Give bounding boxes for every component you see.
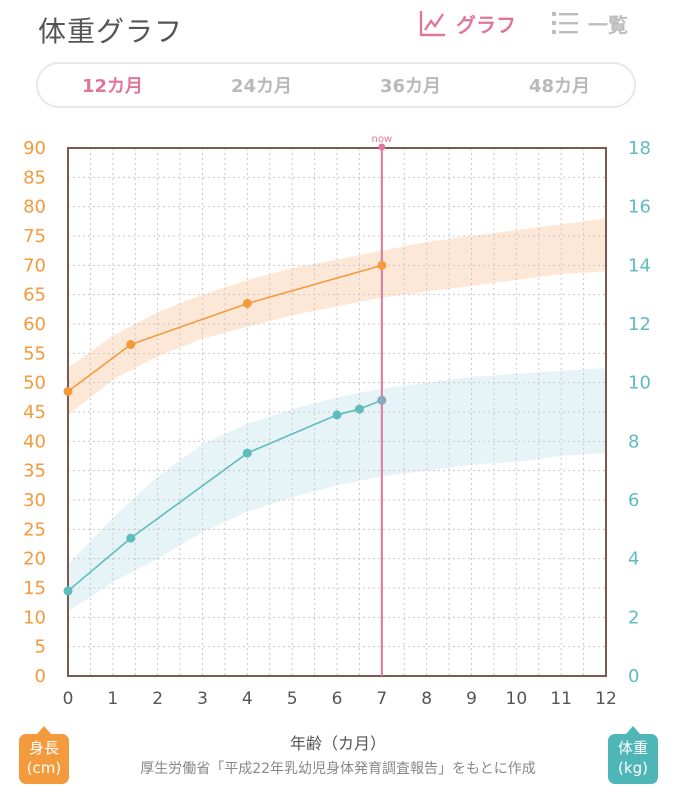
y-left-tick-label: 20 <box>23 549 46 570</box>
period-tab-36[interactable]: 36カ月 <box>379 76 442 97</box>
x-axis-label: 年齢（カ月） <box>289 734 386 753</box>
height-badge-title: 身長 <box>28 739 59 757</box>
data-point-left <box>242 298 252 308</box>
data-point-right <box>377 395 387 405</box>
plot-frame <box>67 147 607 677</box>
period-tab-24[interactable]: 24カ月 <box>230 76 293 97</box>
data-point-right <box>332 410 342 420</box>
graph-view-tab[interactable]: グラフ <box>418 6 516 40</box>
chart-line-icon <box>419 11 445 37</box>
x-tick-label: 11 <box>550 689 572 709</box>
list-view-label: 一覧 <box>588 12 628 37</box>
data-point-left <box>63 386 73 396</box>
y-left-tick-label: 25 <box>23 519 46 540</box>
x-tick-label: 9 <box>466 689 477 709</box>
list-icon <box>552 12 578 34</box>
now-label: now <box>372 134 393 145</box>
data-point-right <box>126 533 136 543</box>
data-point-right <box>354 404 364 414</box>
y-right-tick-label: 18 <box>628 138 651 159</box>
y-right-tick-label: 8 <box>628 431 639 452</box>
y-left-tick-label: 5 <box>35 637 46 658</box>
height-badge-unit: (cm) <box>26 759 62 777</box>
y-right-tick-label: 2 <box>628 607 639 628</box>
weight-axis-badge: 体重 (kg) <box>608 726 658 784</box>
x-tick-label: 2 <box>152 689 163 709</box>
y-left-tick-label: 15 <box>23 578 46 599</box>
y-right-tick-label: 16 <box>628 197 651 218</box>
y-left-tick-label: 85 <box>23 167 46 188</box>
y-left-tick-label: 55 <box>23 343 46 364</box>
x-tick-label: 7 <box>376 689 387 709</box>
y-left-tick-label: 10 <box>23 607 46 628</box>
y-right-tick-label: 4 <box>628 549 639 570</box>
x-tick-label: 12 <box>595 689 617 709</box>
series-line-left <box>67 264 383 393</box>
y-right-tick-label: 10 <box>628 373 651 394</box>
data-point-right <box>242 448 252 458</box>
weight-badge-title: 体重 <box>617 739 648 757</box>
x-tick-label: 6 <box>332 689 343 709</box>
x-tick-label: 5 <box>287 689 298 709</box>
data-point-right <box>63 586 73 596</box>
y-right-tick-label: 0 <box>628 666 639 687</box>
x-tick-label: 4 <box>242 689 253 709</box>
y-left-tick-label: 70 <box>23 255 46 276</box>
height-axis-badge: 身長 (cm) <box>19 726 69 784</box>
y-left-tick-label: 75 <box>23 226 46 247</box>
weight-badge-unit: (kg) <box>618 759 648 777</box>
x-tick-label: 1 <box>107 689 118 709</box>
y-left-tick-label: 0 <box>35 666 46 687</box>
period-tab-12[interactable]: 12カ月 <box>81 76 144 97</box>
y-left-tick-label: 65 <box>23 285 46 306</box>
y-left-tick-label: 45 <box>23 402 46 423</box>
y-left-tick-label: 60 <box>23 314 46 335</box>
x-tick-label: 8 <box>421 689 432 709</box>
graph-view-label: グラフ <box>456 12 516 37</box>
y-left-tick-label: 80 <box>23 197 46 218</box>
y-left-tick-label: 90 <box>23 138 46 159</box>
y-right-tick-label: 12 <box>628 314 651 335</box>
y-right-tick-label: 6 <box>628 490 639 511</box>
period-tab-48[interactable]: 48カ月 <box>528 76 591 97</box>
y-left-tick-label: 30 <box>23 490 46 511</box>
period-selector: 12カ月 24カ月 36カ月 48カ月 <box>36 62 636 108</box>
y-left-tick-label: 35 <box>23 461 46 482</box>
growth-chart: 0510152025303540455055606570758085900246… <box>23 134 651 709</box>
page-title: 体重グラフ <box>38 15 184 48</box>
reference-band-left <box>68 218 606 415</box>
data-point-left <box>377 260 387 270</box>
x-tick-label: 10 <box>506 689 528 709</box>
data-point-left <box>126 340 136 350</box>
list-view-tab[interactable]: 一覧 <box>550 6 628 40</box>
x-tick-label: 3 <box>197 689 208 709</box>
y-left-tick-label: 50 <box>23 373 46 394</box>
x-tick-label: 0 <box>63 689 74 709</box>
now-marker <box>378 143 386 151</box>
source-note: 厚生労働省「平成22年乳幼児身体発育調査報告」をもとに作成 <box>140 761 536 777</box>
y-right-tick-label: 14 <box>628 255 651 276</box>
y-left-tick-label: 40 <box>23 431 46 452</box>
